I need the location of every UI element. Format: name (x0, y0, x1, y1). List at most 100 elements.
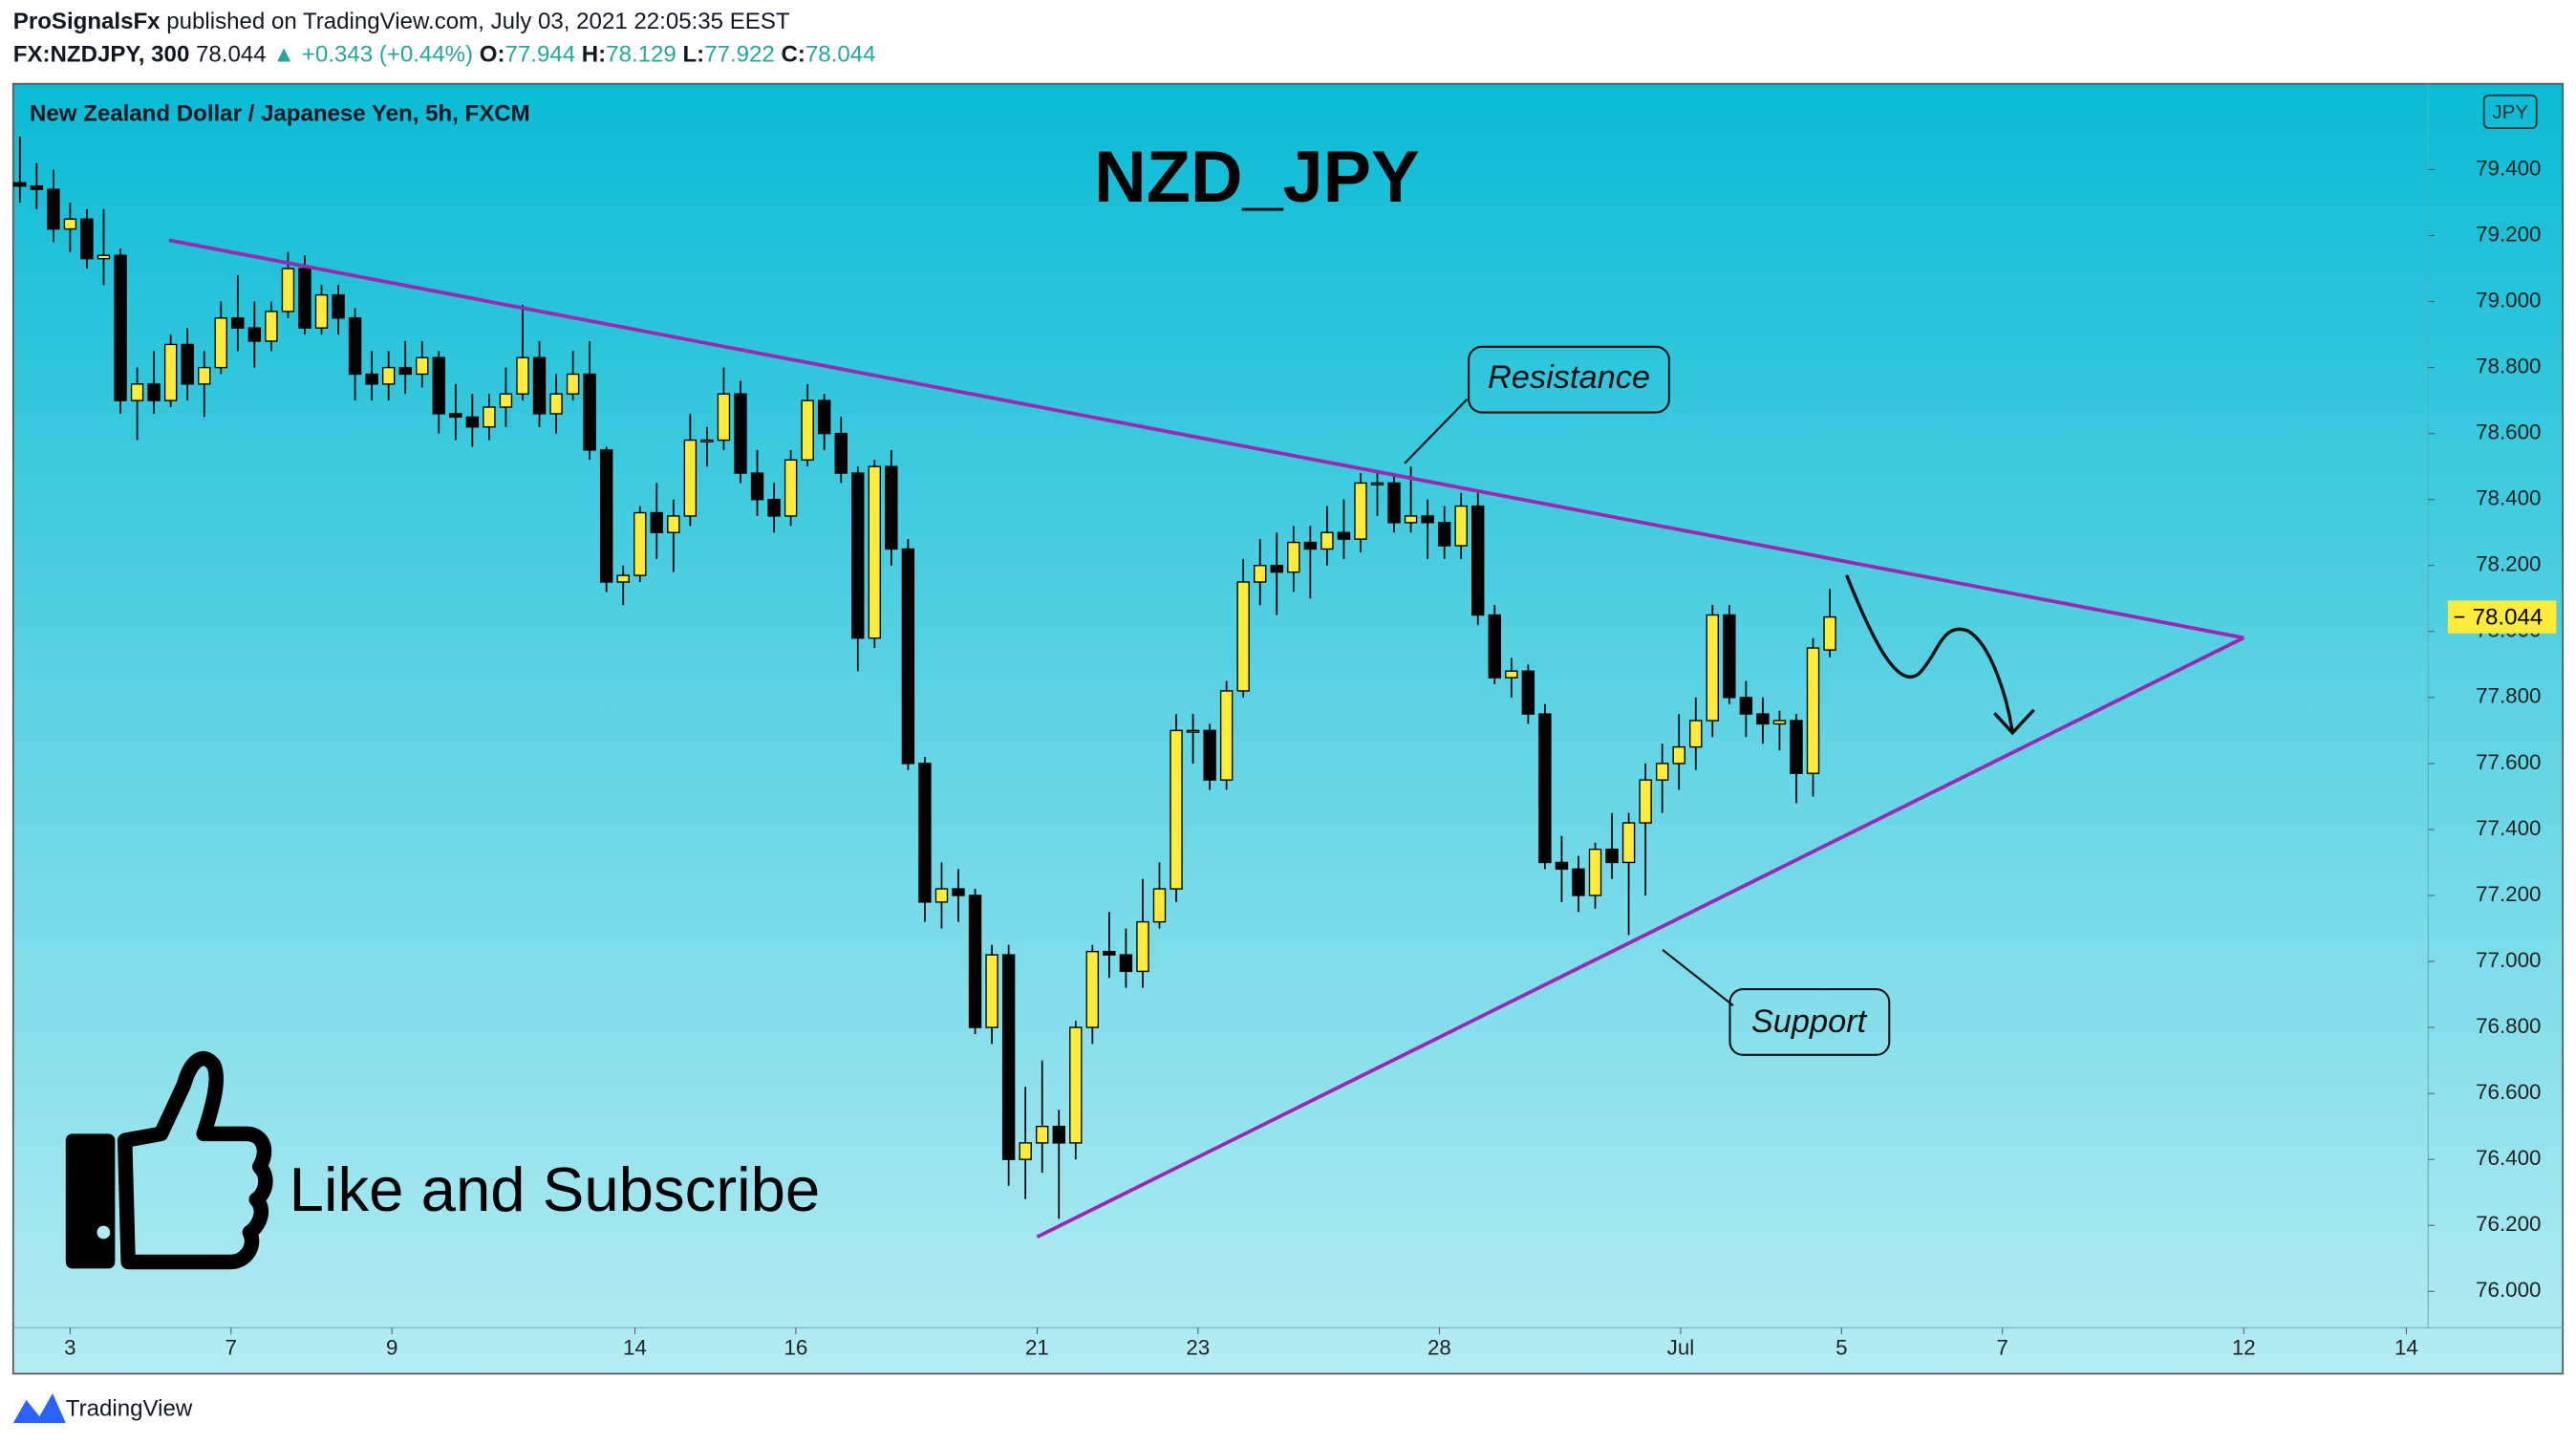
candle-body (1019, 1142, 1032, 1160)
candle-body (1103, 950, 1116, 956)
marks (13, 136, 2245, 1239)
x-tick-label: 7 (225, 1335, 237, 1359)
published: published on TradingView.com, July 03, 2… (166, 9, 790, 34)
candle-body (1454, 505, 1468, 547)
candle-body (599, 449, 613, 583)
currency-badge (2482, 94, 2538, 129)
thumbs-up-icon (65, 1051, 273, 1270)
candle-body (130, 383, 144, 401)
candle-body (1069, 1026, 1083, 1144)
candle-body (63, 218, 77, 230)
candle-body (483, 406, 496, 428)
candle-body (885, 465, 898, 550)
currency: JPY (2492, 101, 2528, 123)
candle-body (1772, 720, 1787, 725)
candle-body (47, 188, 60, 230)
x-tick-label: 7 (1997, 1335, 2008, 1359)
candle-body (332, 293, 345, 319)
candle-body (432, 356, 445, 415)
trendline (168, 238, 2244, 640)
candle-body (1655, 763, 1669, 781)
y-tick-label: 79.000 (2476, 288, 2541, 312)
last-price-label: 78.044 (2473, 605, 2544, 631)
candle-body (214, 317, 227, 369)
candle-body (1203, 729, 1216, 781)
header-line-1: ProSignalsFx published on TradingView.co… (13, 9, 790, 34)
tradingview-logo (12, 1393, 66, 1423)
promo-text: Like and Subscribe (290, 1154, 821, 1224)
x-tick-label: 5 (1835, 1335, 1847, 1359)
candle-body (532, 356, 547, 415)
candle-body (1739, 697, 1753, 715)
annotation: Resistance (1488, 359, 1650, 396)
y-tick-label: 76.800 (2476, 1014, 2541, 1038)
y-tick-label: 78.200 (2476, 552, 2541, 576)
candle-body (1806, 647, 1820, 774)
candle-body (416, 356, 429, 376)
candle-body (1186, 729, 1200, 733)
y-tick-label: 78.800 (2476, 354, 2541, 377)
trendline (1036, 636, 2245, 1239)
candle-body (114, 254, 127, 401)
candle-body (1572, 868, 1585, 896)
candle-body (147, 383, 161, 401)
x-tick-label: Jul (1667, 1335, 1695, 1359)
candle-body (265, 311, 278, 342)
x-tick-label: 14 (623, 1335, 647, 1359)
publisher: ProSignalsFx (13, 9, 161, 34)
candle-body (1521, 670, 1535, 715)
candle-body (700, 439, 714, 442)
candle-body (633, 511, 647, 576)
candle-body (868, 465, 882, 639)
candle-body (1756, 713, 1770, 725)
candle-body (1672, 745, 1685, 765)
candle-body (449, 413, 462, 419)
close-label: C: (782, 42, 805, 68)
high: 78.129 (606, 42, 676, 68)
candle-body (1254, 565, 1267, 583)
candle-body (1723, 614, 1736, 699)
candle-body (381, 366, 396, 385)
candle-body (1337, 531, 1351, 540)
candle-body (934, 888, 949, 903)
candle-body (1387, 482, 1401, 524)
y-tick-label: 76.600 (2476, 1080, 2541, 1104)
low-label: L: (682, 42, 704, 68)
chart-frame (11, 82, 2565, 1375)
x-tick-label: 12 (2232, 1335, 2256, 1359)
x-tick-label: 28 (1428, 1335, 1451, 1359)
candle-body (1152, 888, 1167, 923)
symbol: FX:NZDJPY, 300 (13, 42, 190, 68)
candle-body (97, 254, 111, 260)
x-tick-label: 9 (386, 1335, 397, 1359)
candle-body (1085, 950, 1100, 1028)
candle-body (918, 763, 932, 903)
close: 78.044 (805, 42, 876, 68)
annotation: Support (1751, 1003, 1868, 1040)
candle-body (952, 888, 965, 896)
candle-body (398, 366, 412, 376)
y-tick-label: 76.200 (2476, 1212, 2541, 1236)
candle-body (1287, 541, 1300, 573)
candle-body (1706, 614, 1719, 722)
candle-body (1404, 515, 1418, 524)
y-tick-label: 77.400 (2476, 816, 2541, 840)
candle-body (231, 317, 245, 329)
candle-body (1505, 670, 1518, 679)
footer: TradingView (66, 1396, 193, 1422)
candle-body (683, 439, 698, 517)
open-label: O: (480, 42, 505, 68)
candle-body (801, 399, 814, 461)
x-tick-label: 3 (64, 1335, 75, 1359)
candle-body (901, 548, 915, 765)
open: 77.944 (505, 42, 576, 68)
arrow-head (1993, 708, 2035, 736)
candle-body (281, 268, 295, 313)
candle-body (1555, 861, 1569, 871)
candle-body (365, 373, 378, 385)
annotation-box (1468, 345, 1670, 414)
candle-body (465, 416, 480, 428)
candle-body (1270, 565, 1283, 573)
candle-body (1421, 515, 1434, 524)
